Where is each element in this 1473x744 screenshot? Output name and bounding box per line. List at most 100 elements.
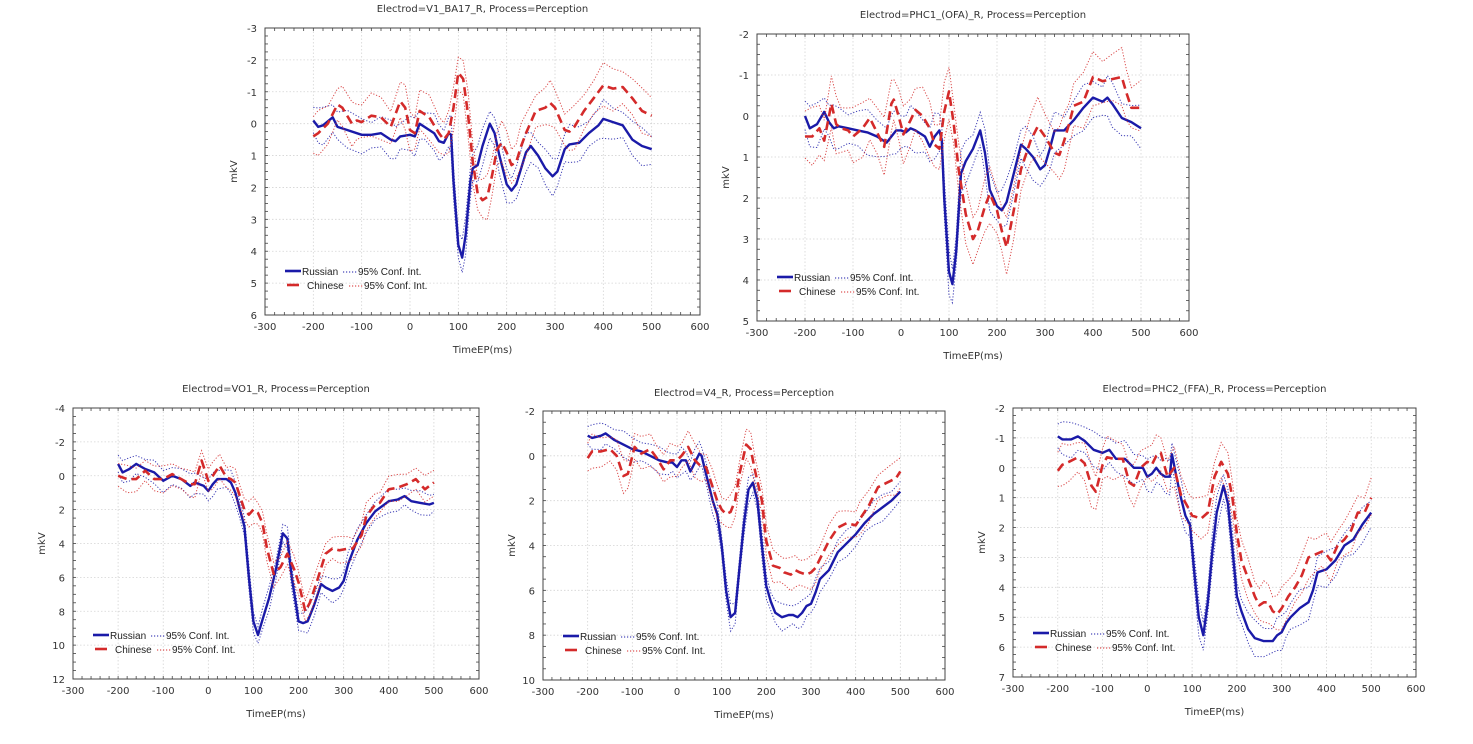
y-tick-label: 0 xyxy=(251,120,257,131)
x-tick-label: 600 xyxy=(690,322,709,333)
x-tick-label: -200 xyxy=(302,322,325,333)
y-tick-label: 6 xyxy=(59,573,65,584)
chart-4: Electrod=PHC2_(FFA)_R, Process=Perceptio… xyxy=(977,384,1426,718)
chinese-ci-upper-line xyxy=(1057,434,1372,598)
x-axis-label: TimeEP(ms) xyxy=(713,710,774,721)
y-tick-label: 7 xyxy=(999,673,1005,684)
x-tick-label: 400 xyxy=(594,322,613,333)
chart-title: Electrod=V1_BA17_R, Process=Perception xyxy=(377,4,589,15)
russian-ci-lower-line xyxy=(117,471,435,645)
plot-area xyxy=(117,449,435,645)
legend-item-russian: Russian 95% Conf. Int. xyxy=(777,273,913,284)
x-tick-label: -200 xyxy=(1046,684,1069,695)
x-axis-label: TimeEP(ms) xyxy=(942,351,1003,362)
x-tick-label: 300 xyxy=(1035,328,1054,339)
legend-label: Chinese xyxy=(115,645,152,656)
chinese-ci-lower-line xyxy=(117,469,435,623)
y-tick-label: 4 xyxy=(999,583,1005,594)
y-tick-label: 0 xyxy=(529,452,535,463)
chinese-mean-line xyxy=(1056,451,1373,616)
x-tick-label: -100 xyxy=(621,687,644,698)
y-tick-label: -1 xyxy=(995,434,1005,445)
x-tick-label: 300 xyxy=(1272,684,1291,695)
y-tick-label: 5 xyxy=(251,279,257,290)
y-tick-label: 8 xyxy=(529,631,535,642)
legend-label: Chinese xyxy=(1055,643,1092,654)
y-tick-label: -1 xyxy=(247,88,257,99)
y-axis-label: mkV xyxy=(229,160,240,183)
legend-label: Russian xyxy=(580,632,616,643)
y-tick-label: 1 xyxy=(999,494,1005,505)
y-tick-label: 1 xyxy=(251,152,257,163)
x-tick-label: -300 xyxy=(532,687,555,698)
y-tick-label: 8 xyxy=(59,607,65,618)
x-tick-label: 600 xyxy=(1406,684,1425,695)
legend-ci-label: 95% Conf. Int. xyxy=(1106,629,1169,640)
y-axis-label: mkV xyxy=(721,166,732,189)
y-tick-label: 1 xyxy=(743,153,749,164)
y-tick-label: 3 xyxy=(999,553,1005,564)
russian-mean-line xyxy=(803,96,1142,286)
legend-ci-label: 95% Conf. Int. xyxy=(856,287,919,298)
legend-label: Russian xyxy=(1050,629,1086,640)
x-tick-label: -100 xyxy=(842,328,865,339)
russian-ci-upper-line xyxy=(313,98,653,242)
x-tick-label: -100 xyxy=(152,686,175,697)
legend-item-chinese: Chinese 95% Conf. Int. xyxy=(1035,643,1175,654)
chart-title: Electrod=PHC2_(FFA)_R, Process=Perceptio… xyxy=(1102,384,1326,395)
x-tick-label: 100 xyxy=(449,322,468,333)
chinese-ci-upper-line xyxy=(804,46,1142,220)
legend-ci-label: 95% Conf. Int. xyxy=(1112,643,1175,654)
legend-item-chinese: Chinese 95% Conf. Int. xyxy=(565,646,705,657)
x-tick-label: 100 xyxy=(1183,684,1202,695)
y-tick-label: 4 xyxy=(59,540,65,551)
chart-3: Electrod=V4_R, Process=Perception-300 -20… xyxy=(507,388,955,721)
legend-ci-label: 95% Conf. Int. xyxy=(636,632,699,643)
y-tick-label: 10 xyxy=(52,641,65,652)
y-tick-label: -2 xyxy=(525,407,535,418)
y-tick-label: 6 xyxy=(529,586,535,597)
x-tick-label: 0 xyxy=(898,328,904,339)
y-tick-label: 10 xyxy=(522,676,535,687)
chinese-mean-line xyxy=(586,443,902,576)
x-tick-label: -200 xyxy=(576,687,599,698)
x-tick-label: 100 xyxy=(939,328,958,339)
legend-item-russian: Russian 95% Conf. Int. xyxy=(1033,629,1169,640)
y-tick-label: -4 xyxy=(55,404,65,415)
y-tick-label: -2 xyxy=(247,56,257,67)
x-tick-label: -300 xyxy=(62,686,85,697)
plot-area xyxy=(312,56,653,273)
plot-area xyxy=(803,46,1142,305)
y-tick-label: 0 xyxy=(743,112,749,123)
y-axis-label: mkV xyxy=(37,532,48,555)
y-tick-label: 3 xyxy=(251,215,257,226)
y-tick-label: -2 xyxy=(739,30,749,41)
x-tick-label: 200 xyxy=(987,328,1006,339)
x-tick-label: 500 xyxy=(424,686,443,697)
y-tick-label: 2 xyxy=(999,524,1005,535)
y-tick-label: 0 xyxy=(999,464,1005,475)
x-tick-label: 400 xyxy=(379,686,398,697)
y-tick-label: -2 xyxy=(995,404,1005,415)
chinese-mean-line xyxy=(312,71,653,202)
x-tick-label: 0 xyxy=(674,687,680,698)
chinese-ci-lower-line xyxy=(313,89,652,221)
y-tick-label: 2 xyxy=(529,497,535,508)
legend-item-chinese: Chinese 95% Conf. Int. xyxy=(287,281,427,292)
x-tick-label: -100 xyxy=(1091,684,1114,695)
y-tick-label: 12 xyxy=(52,675,65,686)
legend-label: Chinese xyxy=(585,646,622,657)
chart-title: Electrod=VO1_R, Process=Perception xyxy=(182,384,370,395)
x-tick-label: 200 xyxy=(289,686,308,697)
chinese-ci-upper-line xyxy=(118,449,435,603)
x-tick-label: 400 xyxy=(1083,328,1102,339)
y-tick-label: 2 xyxy=(251,183,257,194)
x-tick-label: -200 xyxy=(107,686,130,697)
legend-label: Russian xyxy=(794,273,830,284)
legend-label: Chinese xyxy=(799,287,836,298)
russian-ci-lower-line xyxy=(804,114,1142,305)
x-tick-label: 0 xyxy=(407,322,413,333)
x-tick-label: 100 xyxy=(712,687,731,698)
x-tick-label: 200 xyxy=(757,687,776,698)
